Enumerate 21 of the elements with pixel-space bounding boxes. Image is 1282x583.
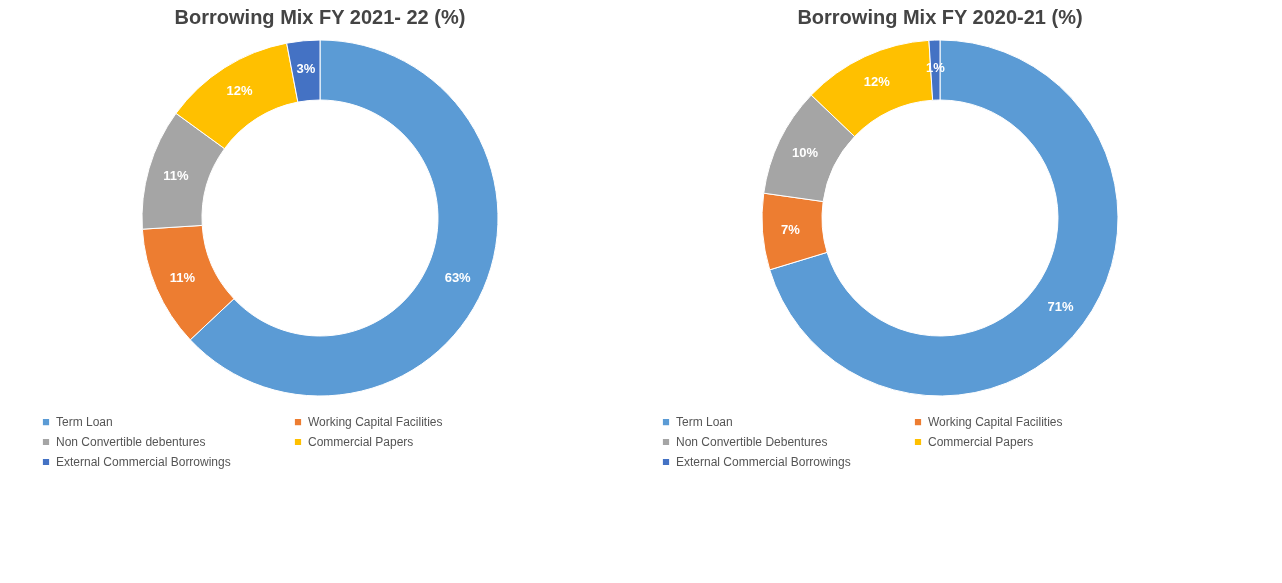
legend-label: External Commercial Borrowings [676,455,851,469]
legend-label: Term Loan [676,415,733,430]
legend-label: Commercial Papers [308,435,414,449]
data-label: 3% [296,60,316,76]
legend-label: Term Loan [56,415,113,430]
legend-label: Non Convertible Debentures [676,435,828,449]
data-label: 71% [1047,299,1074,315]
chart-title: Borrowing Mix FY 2021- 22 (%) [174,6,466,28]
legend-label: Working Capital Facilities [928,415,1063,430]
data-label: 12% [863,74,891,89]
legend-label: Working Capital Facilities [308,415,443,430]
data-label: 7% [781,221,801,237]
data-label: 11% [169,269,196,285]
data-label: 11% [163,168,190,184]
legend-label: Commercial Papers [928,435,1034,449]
data-label: 63% [444,269,472,285]
legend-label: Non Convertible debentures [56,435,206,449]
data-label: 12% [226,83,254,99]
legend-label: External Commercial Borrowings [56,455,231,469]
chart-title: Borrowing Mix FY 2020-21 (%) [797,6,1083,28]
data-label: 10% [791,144,819,160]
